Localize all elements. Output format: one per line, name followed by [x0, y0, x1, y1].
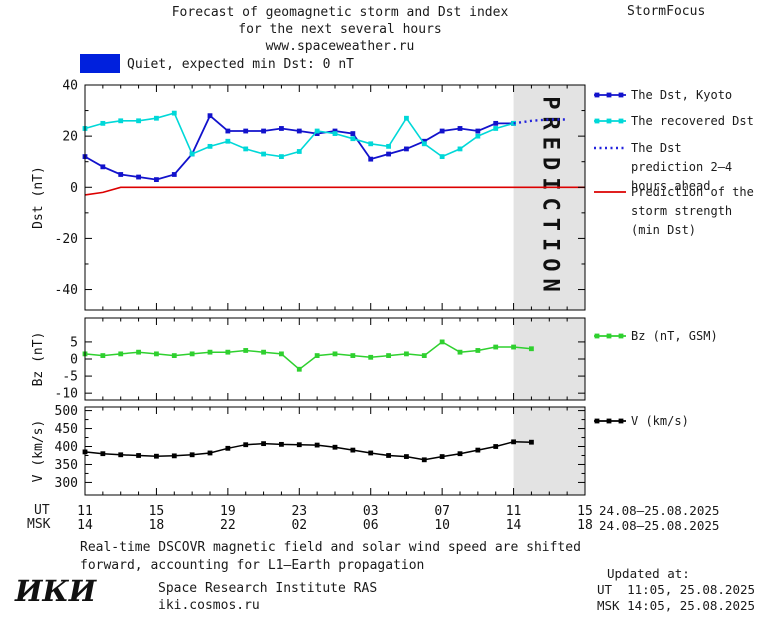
svg-text:22: 22: [220, 518, 236, 533]
svg-text:350: 350: [55, 458, 78, 473]
recovered-dst-line-icon: [593, 115, 627, 127]
svg-text:Bz (nT): Bz (nT): [31, 332, 46, 387]
svg-text:10: 10: [434, 518, 450, 533]
svg-text:23: 23: [291, 504, 307, 519]
svg-text:0: 0: [70, 353, 78, 368]
brand-stormfocus: StormFocus: [627, 4, 706, 19]
svg-text:20: 20: [62, 130, 78, 145]
svg-text:PREDICTION: PREDICTION: [537, 96, 562, 298]
svg-text:40: 40: [62, 79, 78, 94]
legend-row-recovered-dst: The recovered Dst: [593, 112, 759, 131]
status-label: Quiet, expected min Dst: 0 nT: [127, 57, 354, 72]
chart-canvas: PREDICTION 40 20 0 -20 -40 Dst (nT) 5 0 -5 -10 Bz (…: [31, 79, 593, 534]
svg-text:Dst (nT): Dst (nT): [31, 166, 46, 229]
svg-text:06: 06: [363, 518, 379, 533]
chart-title-line1: Forecast of geomagnetic storm and Dst in…: [171, 5, 509, 20]
dst-kyoto-line-icon: [593, 89, 627, 101]
iki-logo: ИКИ: [15, 574, 97, 608]
legend-row-storm-strength: Prediction of the storm strength (min Ds…: [593, 183, 759, 240]
status-color-swatch: [80, 54, 120, 73]
institute-name: Space Research Institute RAS: [158, 581, 378, 596]
legend-row-dst-kyoto: The Dst, Kyoto: [593, 86, 759, 105]
dst-prediction-dotted-line-icon: [593, 142, 627, 154]
title-block: Forecast of geomagnetic storm and Dst in…: [85, 4, 595, 55]
svg-text:5: 5: [70, 335, 78, 350]
legend-label-bz: Bz (nT, GSM): [631, 329, 718, 343]
svg-text:500: 500: [55, 404, 78, 419]
svg-text:14: 14: [506, 518, 522, 533]
legend-label-recovered-dst: The recovered Dst: [631, 114, 754, 128]
svg-text:15: 15: [149, 504, 165, 519]
ut-date-range: 24.08–25.08.2025: [599, 503, 720, 518]
updated-time-ut: UT 11:05, 25.08.2025: [597, 582, 756, 597]
svg-text:450: 450: [55, 422, 78, 437]
svg-text:-20: -20: [55, 232, 78, 247]
svg-text:14: 14: [77, 518, 93, 533]
v-line-icon: [593, 415, 627, 427]
updated-time-msk: MSK 14:05, 25.08.2025: [597, 598, 756, 613]
legend-label-v: V (km/s): [631, 414, 689, 428]
svg-text:19: 19: [220, 504, 236, 519]
legend-label-storm-strength: Prediction of the storm strength (min Ds…: [631, 185, 754, 237]
svg-text:V (km/s): V (km/s): [31, 420, 46, 483]
legend-label-dst-prediction: The Dst prediction 2—4 hours ahead: [631, 141, 733, 193]
svg-text:-5: -5: [62, 370, 78, 385]
caption-line2: forward, accounting for L1–Earth propaga…: [80, 558, 425, 573]
svg-text:18: 18: [149, 518, 165, 533]
msk-axis-label: MSK: [27, 517, 51, 532]
legend-row-v: V (km/s): [593, 412, 759, 431]
storm-strength-line-icon: [593, 186, 627, 198]
ut-axis-label: UT: [34, 503, 50, 518]
svg-text:-40: -40: [55, 283, 78, 298]
svg-text:03: 03: [363, 504, 379, 519]
svg-text:11: 11: [506, 504, 522, 519]
msk-date-range: 24.08–25.08.2025: [599, 518, 720, 533]
svg-text:-10: -10: [55, 387, 78, 402]
svg-text:300: 300: [55, 476, 78, 491]
svg-text:15: 15: [577, 504, 593, 519]
legend-label-dst-kyoto: The Dst, Kyoto: [631, 88, 733, 102]
svg-text:02: 02: [291, 518, 307, 533]
svg-text:18: 18: [577, 518, 593, 533]
updated-heading: Updated at:: [607, 566, 690, 581]
svg-text:07: 07: [434, 504, 450, 519]
svg-text:0: 0: [70, 181, 78, 196]
legend-row-dst-prediction: The Dst prediction 2—4 hours ahead: [593, 139, 759, 196]
legend-row-bz: Bz (nT, GSM): [593, 327, 759, 346]
svg-text:11: 11: [77, 504, 93, 519]
caption-line1: Real-time DSCOVR magnetic field and sola…: [80, 540, 581, 555]
chart-title-line2: for the next several hours: [238, 22, 442, 37]
site-url: www.spaceweather.ru: [265, 39, 415, 54]
svg-text:400: 400: [55, 440, 78, 455]
bz-line-icon: [593, 330, 627, 342]
institute-site: iki.cosmos.ru: [158, 598, 260, 613]
